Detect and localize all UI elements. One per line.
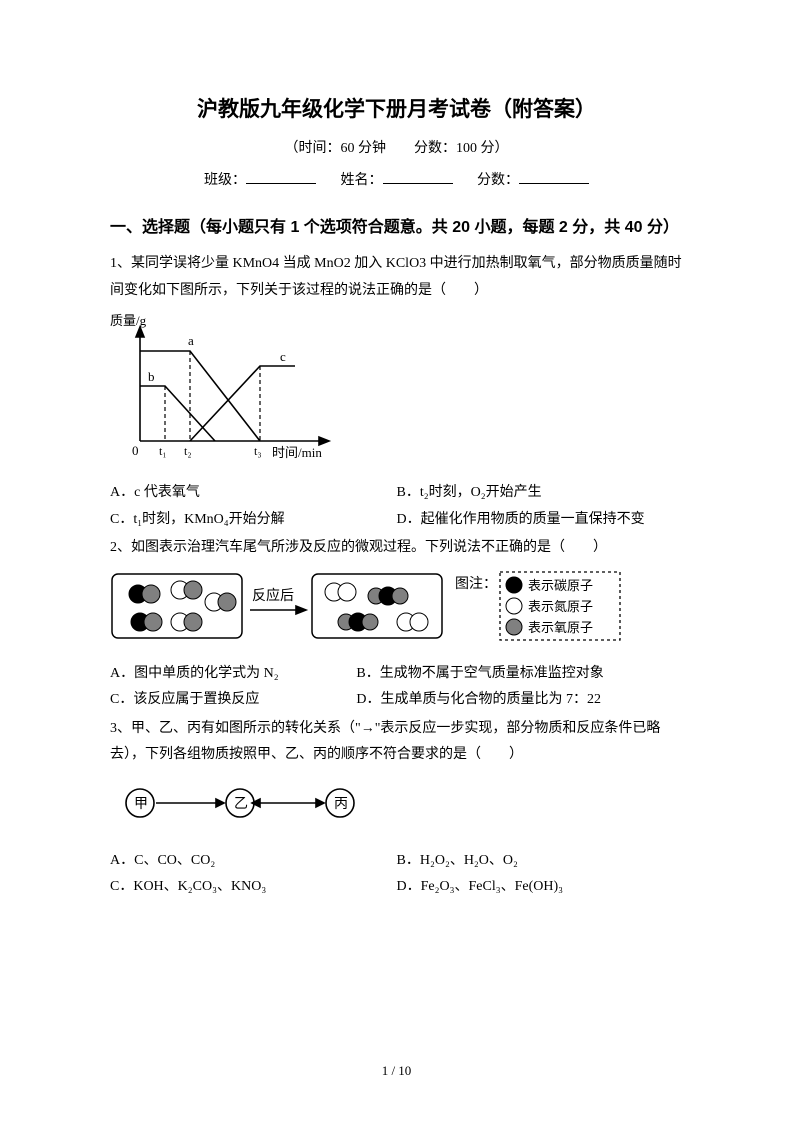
score-blank[interactable] xyxy=(519,168,589,184)
name-label: 姓名： xyxy=(341,173,383,188)
svg-text:b: b xyxy=(148,369,155,384)
section-1-header: 一、选择题（每小题只有 1 个选项符合题意。共 20 小题，每题 2 分，共 4… xyxy=(110,209,683,247)
q2-diagram: 反应后 图注： 表示碳原子 表示氮原子 表示氧原子 xyxy=(110,568,683,657)
q1-text: 1、某同学误将少量 KMnO4 当成 MnO2 加入 KClO3 中进行加热制取… xyxy=(110,251,683,304)
q2-optD: D．生成单质与化合物的质量比为 7：22 xyxy=(356,687,683,714)
q1-optD: D．起催化作用物质的质量一直保持不变 xyxy=(397,507,684,534)
q3-optD: D．Fe₂O₃、FeCl₃、Fe(OH)₃ xyxy=(397,874,684,901)
svg-text:丙: 丙 xyxy=(334,797,348,812)
q2-options: A．图中单质的化学式为 N₂ B．生成物不属于空气质量标准监控对象 C．该反应属… xyxy=(110,661,683,714)
q1-options: A．c 代表氧气 B．t₂时刻，O₂开始产生 C．t₁时刻，KMnO₄开始分解 … xyxy=(110,480,683,533)
svg-text:反应后: 反应后 xyxy=(252,587,294,604)
q2-text: 2、如图表示治理汽车尾气所涉及反应的微观过程。下列说法不正确的是（ ） xyxy=(110,535,683,562)
svg-text:c: c xyxy=(280,349,286,364)
svg-text:乙: 乙 xyxy=(234,796,248,812)
svg-text:0: 0 xyxy=(132,443,139,458)
svg-text:t₁: t₁ xyxy=(159,444,167,458)
q3-diagram-svg: 甲 乙 丙 xyxy=(120,783,380,823)
q1-optB: B．t₂时刻，O₂开始产生 xyxy=(397,480,684,507)
name-blank[interactable] xyxy=(383,168,453,184)
q3-optA: A．C、CO、CO₂ xyxy=(110,848,397,875)
score-label: 分数： xyxy=(477,173,519,188)
q2-optC: C．该反应属于置换反应 xyxy=(110,687,356,714)
svg-text:表示氮原子: 表示氮原子 xyxy=(528,599,593,614)
svg-text:图注：: 图注： xyxy=(455,576,497,592)
class-label: 班级： xyxy=(204,173,246,188)
exam-subtitle: （时间：60 分钟 分数：100 分） xyxy=(110,136,683,163)
q1-optC: C．t₁时刻，KMnO₄开始分解 xyxy=(110,507,397,534)
svg-text:a: a xyxy=(188,333,194,348)
ylabel: 质量/g xyxy=(110,313,147,328)
page-number: 1 / 10 xyxy=(0,1059,793,1084)
svg-text:甲: 甲 xyxy=(134,797,148,812)
q3-text: 3、甲、乙、丙有如图所示的转化关系（"→"表示反应一步实现，部分物质和反应条件已… xyxy=(110,716,683,769)
q2-optA: A．图中单质的化学式为 N₂ xyxy=(110,661,356,688)
svg-text:时间/min: 时间/min xyxy=(272,445,322,460)
q3-optB: B．H₂O₂、H₂O、O₂ xyxy=(397,848,684,875)
class-blank[interactable] xyxy=(246,168,316,184)
q1-chart: 质量/g a b c 0 t₁ t₂ t₃ 时间/min xyxy=(110,311,683,477)
q1-optA: A．c 代表氧气 xyxy=(110,480,397,507)
q2-optB: B．生成物不属于空气质量标准监控对象 xyxy=(356,661,683,688)
q2-diagram-svg: 反应后 图注： 表示碳原子 表示氮原子 表示氧原子 xyxy=(110,568,680,646)
q3-optC: C．KOH、K₂CO₃、KNO₃ xyxy=(110,874,397,901)
svg-text:t₂: t₂ xyxy=(184,444,192,458)
q1-chart-svg: 质量/g a b c 0 t₁ t₂ t₃ 时间/min xyxy=(110,311,350,466)
q3-options: A．C、CO、CO₂ B．H₂O₂、H₂O、O₂ C．KOH、K₂CO₃、KNO… xyxy=(110,848,683,901)
svg-text:表示氧原子: 表示氧原子 xyxy=(528,620,593,635)
info-row: 班级： 姓名： 分数： xyxy=(110,168,683,195)
exam-title: 沪教版九年级化学下册月考试卷（附答案） xyxy=(110,90,683,130)
svg-text:表示碳原子: 表示碳原子 xyxy=(528,578,593,593)
svg-text:t₃: t₃ xyxy=(254,444,262,458)
q3-diagram: 甲 乙 丙 xyxy=(120,783,683,834)
